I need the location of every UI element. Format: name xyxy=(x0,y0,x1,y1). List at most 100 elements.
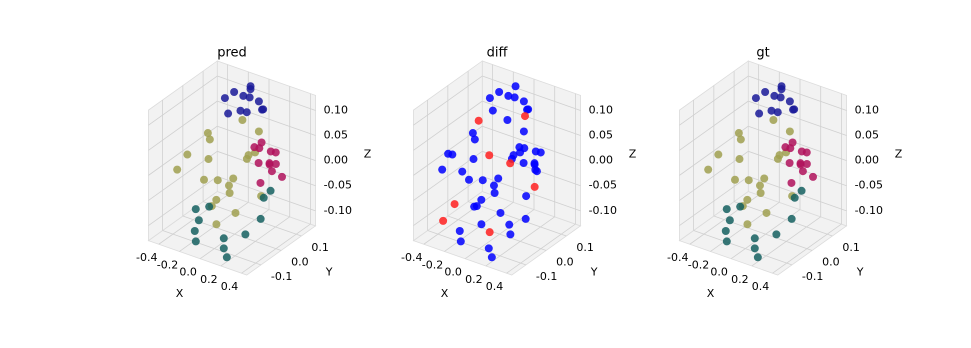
point xyxy=(787,214,796,223)
x-tick-label: 0.4 xyxy=(221,280,239,293)
point xyxy=(213,176,222,185)
point xyxy=(743,220,752,229)
point xyxy=(231,208,240,217)
x-tick-label: -0.2 xyxy=(157,258,178,271)
grid-line xyxy=(217,100,316,136)
point xyxy=(524,105,533,114)
x-tick-label: 0.2 xyxy=(731,273,749,286)
grid-line xyxy=(482,150,581,187)
point xyxy=(244,151,253,160)
point xyxy=(772,230,781,239)
chart-title: gt xyxy=(756,46,769,61)
point xyxy=(531,147,540,156)
z-tick-label: -0.10 xyxy=(589,204,617,217)
point xyxy=(266,186,275,195)
x-tick-label: 0.2 xyxy=(465,273,483,286)
grid-line xyxy=(148,75,218,126)
z-tick-label: 0.00 xyxy=(855,154,880,167)
x-tick-label: -0.2 xyxy=(688,258,709,271)
point xyxy=(438,165,447,174)
point xyxy=(725,216,734,225)
z-tick-label: 0.05 xyxy=(855,129,880,142)
point xyxy=(439,216,448,225)
x-tick-label: 0.4 xyxy=(752,280,770,293)
point xyxy=(704,165,713,174)
y-tick-label: 0.1 xyxy=(842,241,860,254)
point xyxy=(254,127,263,136)
point xyxy=(519,158,528,167)
point xyxy=(254,158,263,167)
point xyxy=(474,116,483,125)
x-tick-label: 0.0 xyxy=(444,266,462,279)
point xyxy=(256,178,265,187)
point xyxy=(785,158,794,167)
point xyxy=(229,174,238,183)
point xyxy=(761,87,770,96)
point xyxy=(250,143,259,152)
point xyxy=(519,127,528,136)
grid-line xyxy=(482,75,581,111)
grid-line xyxy=(413,75,483,126)
point xyxy=(256,214,265,223)
point xyxy=(743,195,752,204)
y-tick-label: 0.0 xyxy=(556,255,574,268)
point xyxy=(212,220,221,229)
point xyxy=(511,82,520,91)
point xyxy=(219,234,228,243)
point xyxy=(205,135,214,144)
point xyxy=(505,220,514,229)
point xyxy=(183,150,192,159)
point xyxy=(455,227,464,236)
point xyxy=(776,93,785,102)
y-axis-label: Y xyxy=(856,265,864,278)
z-tick-label: -0.05 xyxy=(324,179,352,192)
point xyxy=(245,93,254,102)
point xyxy=(510,93,519,102)
point xyxy=(204,155,213,164)
y-tick-label: 0.1 xyxy=(311,241,329,254)
point xyxy=(714,150,723,159)
point xyxy=(760,174,769,183)
point xyxy=(194,216,203,225)
point xyxy=(458,167,467,176)
x-tick-label: 0.4 xyxy=(486,280,504,293)
point xyxy=(506,230,515,239)
point xyxy=(224,181,233,190)
grid-line xyxy=(217,125,316,162)
point xyxy=(470,202,479,211)
x-tick-label: -0.2 xyxy=(422,258,443,271)
x-tick-label: -0.4 xyxy=(136,251,157,264)
point xyxy=(203,129,212,138)
point xyxy=(744,176,753,185)
point xyxy=(450,200,459,209)
point xyxy=(802,159,811,168)
point xyxy=(797,186,806,195)
point xyxy=(767,106,776,115)
point xyxy=(259,105,268,114)
point xyxy=(242,108,251,117)
z-tick-label: 0.10 xyxy=(324,103,349,116)
point xyxy=(785,127,794,136)
point xyxy=(531,165,540,174)
grid-line xyxy=(693,230,793,266)
z-axis-label: Z xyxy=(895,148,903,161)
point xyxy=(278,172,287,181)
point xyxy=(751,94,760,103)
point xyxy=(225,189,234,198)
point xyxy=(257,138,266,147)
point xyxy=(755,109,764,118)
grid-line xyxy=(148,100,218,151)
x-tick-label: -0.4 xyxy=(401,251,422,264)
z-tick-label: -0.05 xyxy=(589,179,617,192)
point xyxy=(790,193,799,202)
point xyxy=(788,138,797,147)
grid-line xyxy=(217,75,316,111)
point xyxy=(790,105,799,114)
point xyxy=(787,178,796,187)
z-tick-label: -0.10 xyxy=(324,204,352,217)
grid-line xyxy=(427,230,527,266)
point xyxy=(468,129,477,138)
point xyxy=(797,147,806,156)
point xyxy=(773,108,782,117)
point xyxy=(488,106,497,115)
